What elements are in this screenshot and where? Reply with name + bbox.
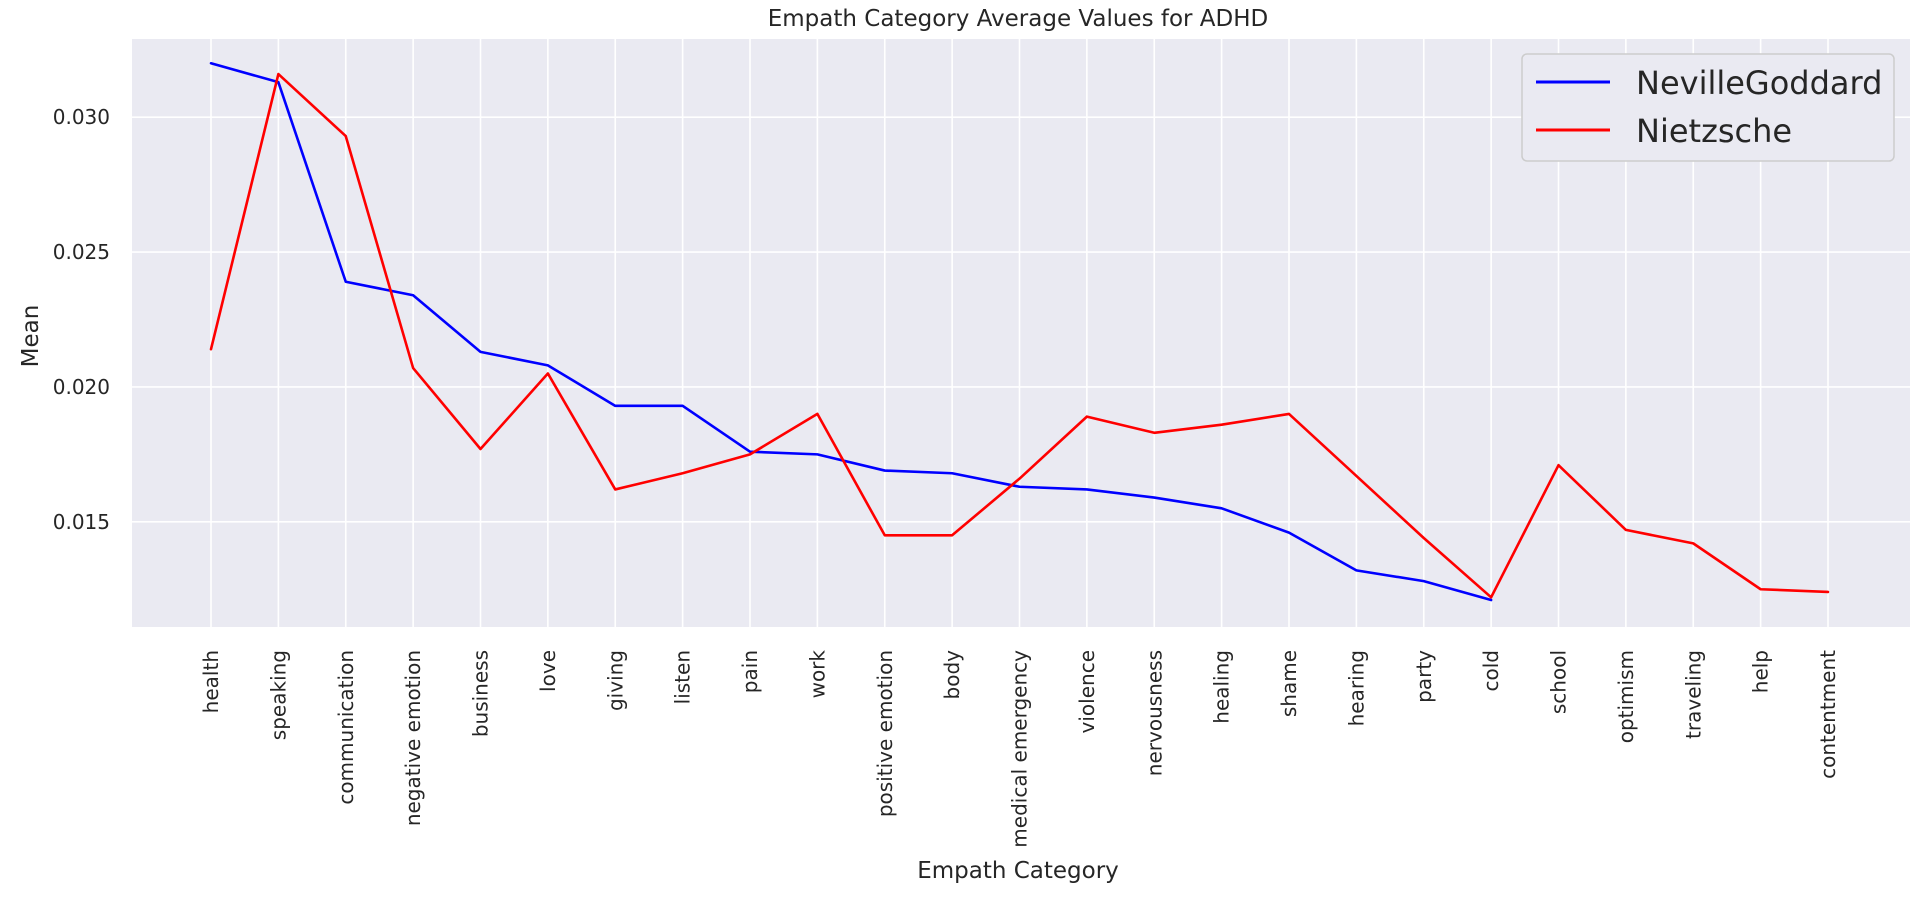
x-tick-label: business bbox=[469, 650, 493, 737]
legend-label-series-0: NevilleGoddard bbox=[1636, 64, 1882, 102]
y-tick-label: 0.030 bbox=[53, 105, 110, 129]
x-tick-label: speaking bbox=[266, 650, 290, 740]
x-tick-label: body bbox=[940, 650, 964, 700]
x-tick-label: school bbox=[1547, 650, 1571, 714]
x-tick-label: traveling bbox=[1681, 650, 1705, 739]
x-tick-label: help bbox=[1749, 650, 1773, 693]
x-tick-label: medical emergency bbox=[1008, 650, 1032, 848]
x-tick-label: negative emotion bbox=[401, 650, 425, 826]
x-tick-label: violence bbox=[1075, 650, 1099, 733]
x-tick-label: health bbox=[199, 650, 223, 713]
x-tick-label: listen bbox=[671, 650, 695, 704]
x-tick-label: work bbox=[805, 650, 829, 699]
x-tick-label: giving bbox=[603, 650, 627, 711]
x-tick-label: pain bbox=[738, 650, 762, 693]
x-tick-label: party bbox=[1412, 650, 1436, 703]
grid bbox=[132, 39, 1910, 627]
y-axis-label: Mean bbox=[18, 305, 44, 368]
x-tick-label: contentment bbox=[1816, 650, 1840, 779]
x-tick-label: cold bbox=[1479, 650, 1503, 691]
y-tick-label: 0.025 bbox=[53, 240, 110, 264]
legend-box bbox=[1521, 53, 1895, 162]
legend-label-series-1: Nietzsche bbox=[1636, 112, 1792, 150]
x-tick-label: optimism bbox=[1614, 650, 1638, 743]
series-line-0 bbox=[209, 61, 1493, 602]
x-axis-label: Empath Category bbox=[917, 858, 1119, 884]
x-tick-label: shame bbox=[1277, 650, 1301, 717]
series-layer bbox=[209, 61, 1830, 602]
x-tick-label: love bbox=[536, 650, 560, 692]
series-line-1 bbox=[209, 72, 1830, 599]
chart-title: Empath Category Average Values for ADHD bbox=[768, 6, 1269, 32]
x-tick-label: hearing bbox=[1344, 650, 1368, 726]
x-tick-label: nervousness bbox=[1142, 650, 1166, 776]
legend: NevilleGoddard Nietzsche bbox=[1521, 53, 1895, 162]
x-axis-ticks: health speaking communication negative emot… bbox=[199, 650, 1840, 848]
y-axis-ticks: 0.015 0.020 0.025 0.030 bbox=[53, 105, 110, 534]
x-tick-label: healing bbox=[1210, 650, 1234, 724]
x-tick-label: positive emotion bbox=[873, 650, 897, 817]
y-tick-label: 0.015 bbox=[53, 510, 110, 534]
y-tick-label: 0.020 bbox=[53, 375, 110, 399]
x-tick-label: communication bbox=[334, 650, 358, 805]
